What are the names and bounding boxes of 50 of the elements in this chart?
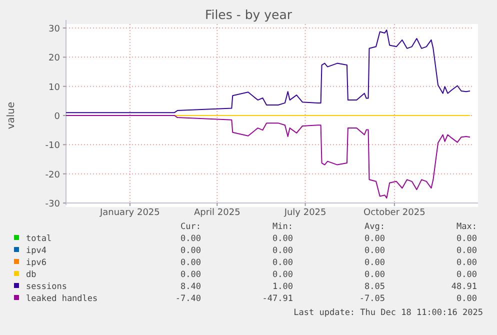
legend-label: sessions <box>26 282 67 292</box>
text: 0.00 <box>272 258 293 268</box>
text: -7.40 <box>175 294 201 304</box>
y-tick-label: -10 <box>45 141 60 152</box>
text: 0.00 <box>272 234 293 244</box>
text: 0.00 <box>456 294 477 304</box>
text: 0.00 <box>364 246 385 256</box>
text: 0.00 <box>456 270 477 280</box>
text: Min: <box>272 222 293 232</box>
y-tick-label: 20 <box>48 54 60 64</box>
x-tick-label: October 2025 <box>364 208 426 218</box>
text: 8.05 <box>364 282 385 292</box>
x-tick-label: April 2025 <box>194 208 240 218</box>
text: 0.00 <box>364 258 385 268</box>
y-axis-title: value <box>6 102 17 130</box>
legend-label: leaked handles <box>26 294 98 304</box>
y-tick-label: 30 <box>48 24 60 34</box>
chart-title: Files - by year <box>204 7 293 22</box>
text: Last update: Thu Dec 18 11:00:16 2025 <box>294 308 483 318</box>
line-series <box>66 30 470 114</box>
x-tick-label: January 2025 <box>98 208 160 218</box>
text: 0.00 <box>180 258 201 268</box>
y-tick-label: 0 <box>54 112 60 122</box>
text: -47.91 <box>262 294 293 304</box>
legend-label: total <box>26 234 52 244</box>
text: 0.00 <box>180 234 201 244</box>
text: 0.00 <box>456 234 477 244</box>
y-tick-label: -30 <box>45 200 60 210</box>
x-tick-label: July 2025 <box>283 208 326 218</box>
text: 8.40 <box>180 282 201 292</box>
legend-label: db <box>26 270 36 280</box>
text: 48.91 <box>451 282 477 292</box>
y-tick-label: 10 <box>48 82 60 93</box>
text: 0.00 <box>272 246 293 256</box>
text: 0.00 <box>272 270 293 280</box>
text: 0.00 <box>180 270 201 280</box>
line-series <box>66 115 470 199</box>
text: 0.00 <box>364 234 385 244</box>
y-tick-label: -20 <box>45 170 60 180</box>
text: Max: <box>456 222 477 232</box>
legend-label: ipv6 <box>26 258 46 268</box>
legend-label: ipv4 <box>26 246 46 256</box>
text: Avg: <box>364 222 385 232</box>
text: 0.00 <box>456 246 477 256</box>
text: 1.00 <box>272 282 293 292</box>
text: 0.00 <box>180 246 201 256</box>
text: 0.00 <box>364 270 385 280</box>
text: Cur: <box>180 222 201 232</box>
text: 0.00 <box>456 258 477 268</box>
text: -7.05 <box>359 294 385 304</box>
